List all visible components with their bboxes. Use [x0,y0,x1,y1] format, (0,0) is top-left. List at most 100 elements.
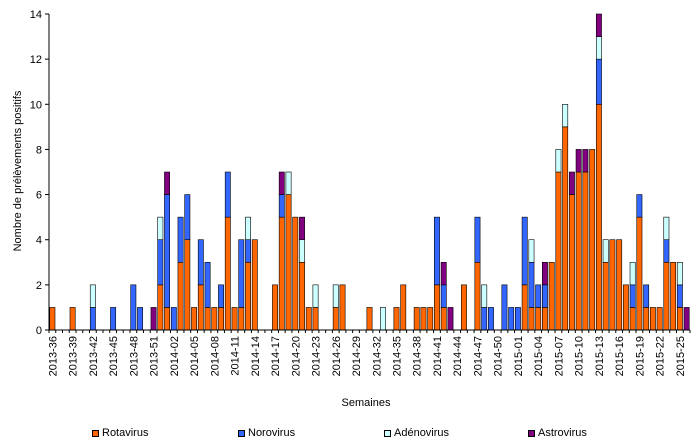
bar-rotavirus-2015-21 [649,307,656,331]
bar-rotavirus-2014-19 [285,194,292,331]
bar-astrovirus-2015-10 [575,149,582,173]
bar-astrovirus-2014-42 [440,261,447,286]
x-tick-label: 2015-10 [574,336,586,376]
bar-rotavirus-2015-13 [595,103,602,331]
bar-rotavirus-2014-04 [184,239,191,331]
bar-rotavirus-2014-26 [332,307,339,331]
bar-rotavirus-2015-09 [568,194,575,331]
bar-norovirus-2014-51 [501,284,508,331]
bar-astrovirus-2014-18 [278,171,285,195]
x-tick-label: 2014-02 [169,336,181,376]
bar-adnovirus-2015-08 [562,103,569,128]
bar-astrovirus-2014-01 [164,171,171,195]
x-tick-label: 2013-51 [149,336,161,376]
bar-norovirus-2014-09 [218,284,224,308]
bar-rotavirus-2014-21 [299,261,305,331]
x-axis-title: Semaines [342,397,391,409]
bar-norovirus-2014-42 [440,284,447,308]
bar-norovirus-2015-23 [663,239,670,263]
bar-rotavirus-2014-10 [224,216,231,331]
bar-rotavirus-2015-15 [609,239,616,331]
bars [49,13,690,331]
bar-adnovirus-2014-23 [312,284,319,308]
bar-rotavirus-2015-06 [548,261,555,331]
bar-norovirus-2013-45 [110,307,117,331]
x-tick-label: 2014-17 [270,336,282,376]
bar-rotavirus-2015-02 [521,284,528,331]
y-tick-label: 8 [36,144,42,156]
x-tick-label: 2015-16 [614,336,626,376]
x-tick-label: 2013-45 [108,336,120,376]
bar-norovirus-2015-04 [535,284,542,308]
legend-swatch [238,429,245,437]
bar-norovirus-2013-49 [137,307,144,331]
bar-norovirus-2013-48 [130,284,137,331]
x-tick-label: 2015-01 [513,336,525,376]
bar-adnovirus-2014-48 [481,284,488,308]
x-tick-label: 2014-20 [290,336,302,376]
x-tick-label: 2014-35 [391,336,403,376]
legend-item-rotavirus: Rotavirus [92,427,148,439]
bar-adnovirus-2015-25 [676,261,683,286]
x-tick-label: 2014-26 [331,336,343,376]
x-tick-label: 2015-07 [553,336,565,376]
legend: Rotavirus Norovirus Adénovirus Astrovirus [0,427,699,443]
bar-rotavirus-2014-09 [218,307,224,331]
bar-rotavirus-2015-23 [663,261,670,331]
x-tick-label: 2015-19 [634,336,646,376]
bar-norovirus-2014-47 [474,216,481,263]
bar-adnovirus-2014-26 [332,284,339,308]
bar-adnovirus-2014-13 [245,216,251,241]
bar-norovirus-2014-18 [278,194,285,218]
bar-norovirus-2015-01 [515,307,521,331]
bar-adnovirus-2015-14 [602,239,609,263]
bar-rotavirus-2014-08 [211,307,218,331]
y-tick-label: 0 [36,325,42,337]
bar-rotavirus-2014-27 [339,284,346,331]
bar-norovirus-2014-49 [488,307,494,331]
bar-norovirus-2015-03 [528,261,535,308]
x-tick-label: 2013-42 [88,336,100,376]
bar-astrovirus-2013-51 [150,307,157,331]
bar-norovirus-2014-13 [245,239,251,263]
x-tick-label: 2014-23 [311,336,323,376]
bar-rotavirus-2014-13 [245,261,251,331]
x-tick-label: 2014-11 [230,336,242,376]
y-axis: 0 2 4 6 8 10 12 14 [30,9,50,337]
x-tick-label: 2013-39 [68,336,80,376]
bar-rotavirus-2014-14 [251,239,258,331]
x-tick-label: 2015-04 [533,336,545,376]
bar-rotavirus-2015-22 [656,307,663,331]
bar-rotavirus-2013-52 [157,284,164,331]
bar-norovirus-2014-02 [170,307,177,331]
bar-rotavirus-2015-16 [616,239,623,331]
legend-item-norovirus: Norovirus [238,427,295,439]
bar-norovirus-2015-25 [676,284,683,308]
x-tick-label: 2014-05 [189,336,201,376]
bar-rotavirus-2014-42 [440,307,447,331]
bar-rotavirus-2014-22 [305,307,312,331]
y-tick-label: 4 [36,235,42,247]
bar-adnovirus-2014-33 [380,307,386,331]
bar-norovirus-2014-06 [197,239,204,286]
x-tick-label: 2014-50 [493,336,505,376]
bar-rotavirus-2014-20 [292,216,299,331]
bar-rotavirus-2014-12 [238,307,245,331]
bar-norovirus-2015-05 [541,284,548,308]
bar-adnovirus-2014-19 [285,171,292,195]
bar-rotavirus-2015-10 [575,171,582,331]
bar-rotavirus-2015-04 [535,307,542,331]
bar-adnovirus-2015-07 [555,149,562,173]
x-tick-label: 2015-22 [655,336,667,376]
bar-norovirus-2014-41 [434,216,440,286]
bar-norovirus-2013-42 [89,307,96,331]
bar-rotavirus-2015-05 [541,307,548,331]
bar-rotavirus-2014-11 [231,307,238,331]
x-tick-label: 2014-29 [351,336,363,376]
x-tick-label: 2013-36 [47,336,59,376]
bar-astrovirus-2015-09 [568,171,575,195]
x-tick-label: 2014-41 [432,336,444,376]
y-tick-label: 10 [30,99,42,111]
bar-rotavirus-2014-41 [434,284,440,331]
bar-adnovirus-2013-52 [157,216,164,241]
